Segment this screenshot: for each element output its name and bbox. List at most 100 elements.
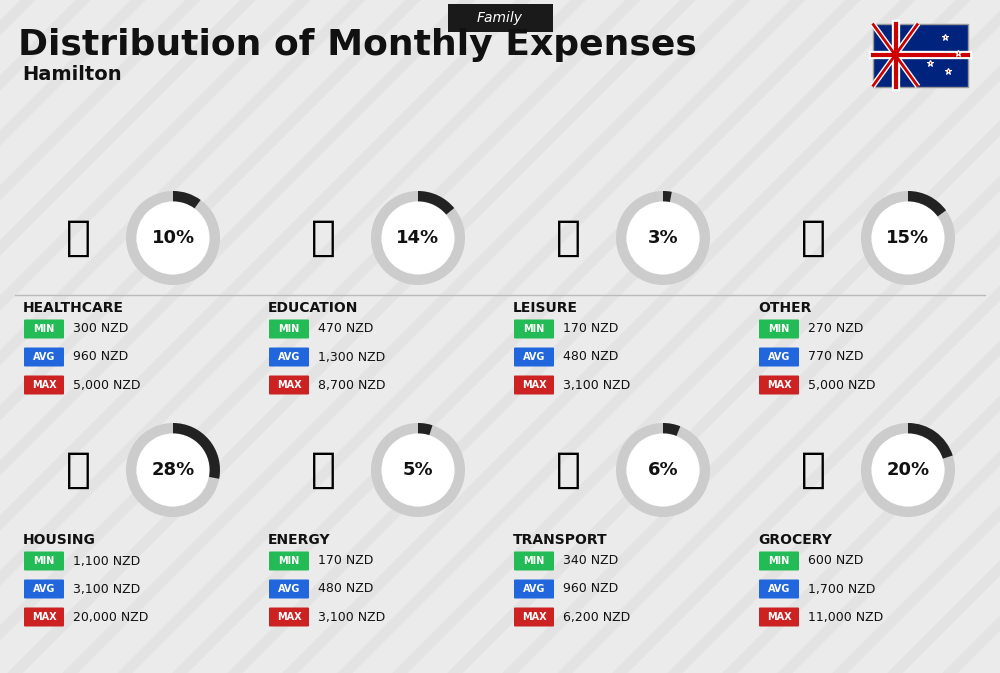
- Circle shape: [627, 434, 699, 505]
- Text: 20%: 20%: [886, 461, 930, 479]
- Text: AVG: AVG: [768, 584, 790, 594]
- Circle shape: [382, 434, 454, 505]
- Wedge shape: [371, 423, 465, 517]
- Text: 170 NZD: 170 NZD: [318, 555, 373, 567]
- Wedge shape: [126, 423, 220, 517]
- FancyBboxPatch shape: [872, 24, 968, 87]
- FancyBboxPatch shape: [269, 551, 309, 571]
- Text: 15%: 15%: [886, 229, 930, 247]
- FancyBboxPatch shape: [269, 579, 309, 598]
- Text: OTHER: OTHER: [758, 301, 811, 315]
- Wedge shape: [908, 423, 953, 459]
- Text: MAX: MAX: [767, 612, 791, 622]
- Text: 5%: 5%: [403, 461, 433, 479]
- Text: 5,000 NZD: 5,000 NZD: [73, 378, 140, 392]
- FancyBboxPatch shape: [24, 376, 64, 394]
- FancyBboxPatch shape: [448, 4, 552, 32]
- Text: AVG: AVG: [278, 584, 300, 594]
- Text: ENERGY: ENERGY: [268, 533, 331, 547]
- Wedge shape: [616, 423, 710, 517]
- Text: AVG: AVG: [768, 352, 790, 362]
- Text: MIN: MIN: [523, 324, 545, 334]
- Wedge shape: [418, 423, 433, 435]
- Circle shape: [872, 203, 944, 274]
- Wedge shape: [173, 423, 220, 479]
- Text: AVG: AVG: [33, 352, 55, 362]
- Text: AVG: AVG: [523, 352, 545, 362]
- Text: TRANSPORT: TRANSPORT: [513, 533, 608, 547]
- FancyBboxPatch shape: [759, 579, 799, 598]
- FancyBboxPatch shape: [269, 347, 309, 367]
- Text: 960 NZD: 960 NZD: [563, 583, 618, 596]
- FancyBboxPatch shape: [269, 376, 309, 394]
- Text: MIN: MIN: [33, 324, 55, 334]
- Text: 20,000 NZD: 20,000 NZD: [73, 610, 148, 623]
- Text: 8,700 NZD: 8,700 NZD: [318, 378, 386, 392]
- Wedge shape: [663, 191, 672, 202]
- Circle shape: [872, 434, 944, 505]
- Wedge shape: [616, 191, 710, 285]
- Text: 6%: 6%: [648, 461, 678, 479]
- Circle shape: [137, 203, 209, 274]
- Text: 6,200 NZD: 6,200 NZD: [563, 610, 630, 623]
- Circle shape: [382, 203, 454, 274]
- Text: 5,000 NZD: 5,000 NZD: [808, 378, 876, 392]
- Text: Distribution of Monthly Expenses: Distribution of Monthly Expenses: [18, 28, 697, 62]
- Text: MIN: MIN: [278, 556, 300, 566]
- FancyBboxPatch shape: [514, 376, 554, 394]
- Text: MIN: MIN: [768, 556, 790, 566]
- FancyBboxPatch shape: [759, 551, 799, 571]
- Text: AVG: AVG: [33, 584, 55, 594]
- Text: 1,700 NZD: 1,700 NZD: [808, 583, 875, 596]
- Text: MAX: MAX: [32, 612, 56, 622]
- Wedge shape: [126, 191, 220, 285]
- Text: LEISURE: LEISURE: [513, 301, 578, 315]
- Text: 🏢: 🏢: [66, 449, 90, 491]
- Text: 470 NZD: 470 NZD: [318, 322, 373, 336]
- Text: MAX: MAX: [522, 380, 546, 390]
- Text: HOUSING: HOUSING: [23, 533, 96, 547]
- Text: MAX: MAX: [522, 612, 546, 622]
- FancyBboxPatch shape: [514, 608, 554, 627]
- Wedge shape: [908, 191, 946, 217]
- FancyBboxPatch shape: [514, 347, 554, 367]
- Text: EDUCATION: EDUCATION: [268, 301, 358, 315]
- Text: MAX: MAX: [277, 380, 301, 390]
- Text: 960 NZD: 960 NZD: [73, 351, 128, 363]
- Text: 300 NZD: 300 NZD: [73, 322, 128, 336]
- Text: 340 NZD: 340 NZD: [563, 555, 618, 567]
- Text: MIN: MIN: [768, 324, 790, 334]
- Text: 28%: 28%: [151, 461, 195, 479]
- Text: GROCERY: GROCERY: [758, 533, 832, 547]
- Text: Family: Family: [477, 11, 523, 25]
- Circle shape: [627, 203, 699, 274]
- Text: 👛: 👛: [800, 217, 826, 259]
- Text: Hamilton: Hamilton: [22, 65, 122, 85]
- Text: 770 NZD: 770 NZD: [808, 351, 864, 363]
- Text: 1,100 NZD: 1,100 NZD: [73, 555, 140, 567]
- Wedge shape: [663, 423, 680, 436]
- Text: 1,300 NZD: 1,300 NZD: [318, 351, 385, 363]
- FancyBboxPatch shape: [759, 608, 799, 627]
- Text: 🛒: 🛒: [800, 449, 826, 491]
- Wedge shape: [861, 423, 955, 517]
- Text: 3,100 NZD: 3,100 NZD: [563, 378, 630, 392]
- Text: MAX: MAX: [767, 380, 791, 390]
- Text: 11,000 NZD: 11,000 NZD: [808, 610, 883, 623]
- FancyBboxPatch shape: [24, 608, 64, 627]
- Text: MIN: MIN: [523, 556, 545, 566]
- Text: 480 NZD: 480 NZD: [318, 583, 373, 596]
- Text: 3,100 NZD: 3,100 NZD: [318, 610, 385, 623]
- Text: 270 NZD: 270 NZD: [808, 322, 863, 336]
- FancyBboxPatch shape: [24, 347, 64, 367]
- Text: 🏥: 🏥: [66, 217, 90, 259]
- Text: 10%: 10%: [151, 229, 195, 247]
- Text: MAX: MAX: [277, 612, 301, 622]
- FancyBboxPatch shape: [759, 320, 799, 339]
- Text: HEALTHCARE: HEALTHCARE: [23, 301, 124, 315]
- Wedge shape: [371, 191, 465, 285]
- Text: 3,100 NZD: 3,100 NZD: [73, 583, 140, 596]
- Text: 🔌: 🔌: [310, 449, 336, 491]
- Text: 14%: 14%: [396, 229, 440, 247]
- FancyBboxPatch shape: [759, 376, 799, 394]
